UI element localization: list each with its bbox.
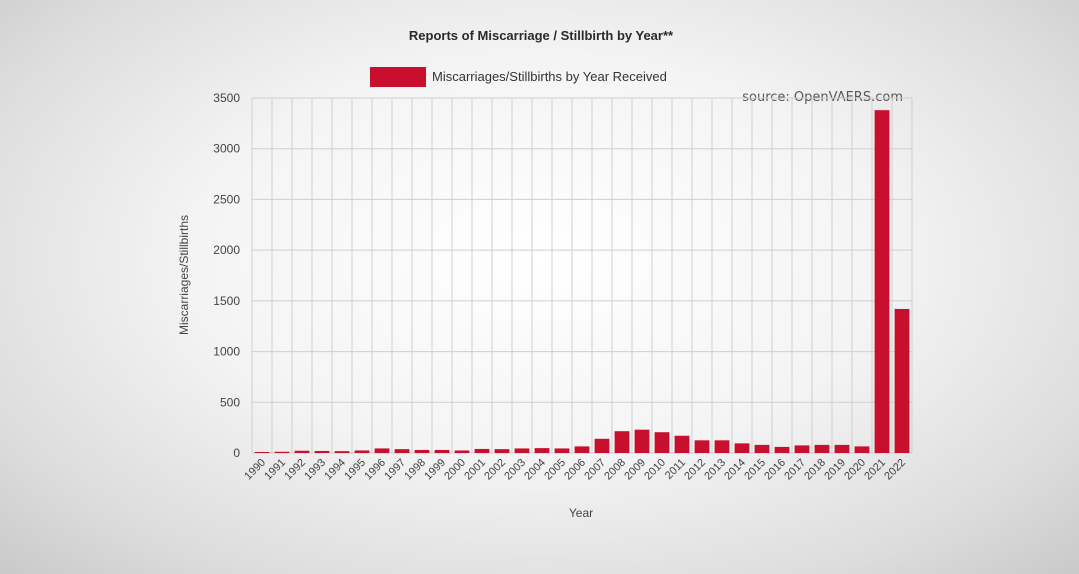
- bar-2022: [894, 308, 910, 453]
- x-tick-label: 1999: [422, 457, 448, 483]
- bar-2016: [774, 446, 790, 453]
- bar-2008: [614, 431, 630, 453]
- y-tick-label: 2000: [213, 243, 240, 257]
- bar-2007: [594, 438, 610, 453]
- x-tick-label: 1993: [302, 457, 328, 483]
- x-tick-label: 1991: [262, 457, 288, 483]
- bar-2010: [654, 432, 670, 453]
- x-tick-label: 1992: [282, 457, 308, 483]
- grid: [251, 97, 913, 454]
- y-tick-label: 1500: [213, 294, 240, 308]
- bars: [254, 110, 910, 454]
- x-tick-label: 2006: [562, 457, 588, 483]
- bar-1998: [414, 449, 430, 453]
- x-tick-label: 2012: [682, 457, 708, 483]
- x-tick-label: 2013: [702, 457, 728, 483]
- chart-title: Reports of Miscarriage / Stillbirth by Y…: [409, 28, 674, 43]
- bar-2004: [534, 448, 550, 453]
- x-axis-ticks: 1990199119921993199419951996199719981999…: [242, 457, 908, 483]
- bar-1999: [434, 449, 450, 453]
- x-tick-label: 2003: [502, 457, 528, 483]
- bar-1993: [314, 450, 330, 453]
- y-tick-label: 3000: [213, 142, 240, 156]
- bar-1991: [274, 451, 290, 453]
- bar-1996: [374, 448, 390, 453]
- y-tick-label: 500: [220, 395, 240, 409]
- x-tick-label: 2018: [802, 457, 828, 483]
- bar-2015: [754, 444, 770, 453]
- x-tick-label: 2016: [762, 457, 788, 483]
- bar-2000: [454, 450, 470, 453]
- bar-2021: [874, 110, 890, 454]
- bar-2017: [794, 445, 810, 453]
- bar-2011: [674, 435, 690, 453]
- x-tick-label: 2011: [663, 457, 688, 482]
- x-tick-label: 1996: [362, 457, 388, 483]
- legend: Miscarriages/Stillbirths by Year Receive…: [370, 67, 667, 87]
- bar-1997: [394, 449, 410, 453]
- y-tick-label: 1000: [213, 345, 240, 359]
- bar-2013: [714, 440, 730, 453]
- bar-2002: [494, 449, 510, 453]
- x-axis-title: Year: [569, 506, 593, 520]
- x-tick-label: 2014: [722, 457, 748, 483]
- bar-2012: [694, 440, 710, 453]
- x-tick-label: 1994: [322, 457, 348, 483]
- x-tick-label: 2002: [482, 457, 508, 483]
- x-tick-label: 2009: [622, 457, 648, 483]
- x-tick-label: 2000: [442, 457, 468, 483]
- y-tick-label: 2500: [213, 192, 240, 206]
- x-tick-label: 1998: [402, 457, 428, 483]
- bar-2018: [814, 444, 830, 453]
- legend-label: Miscarriages/Stillbirths by Year Receive…: [432, 69, 667, 84]
- x-tick-label: 1990: [242, 457, 268, 483]
- bar-1995: [354, 450, 370, 453]
- bar-2006: [574, 446, 590, 453]
- x-tick-label: 2004: [522, 457, 548, 483]
- bar-2005: [554, 448, 570, 453]
- bar-1994: [334, 451, 350, 453]
- legend-swatch: [370, 67, 426, 87]
- x-tick-label: 2015: [742, 457, 768, 483]
- x-tick-label: 2010: [642, 457, 668, 483]
- x-tick-label: 2020: [842, 457, 868, 483]
- x-tick-label: 2008: [602, 457, 628, 483]
- x-tick-label: 2007: [582, 457, 608, 483]
- bar-1992: [294, 450, 310, 453]
- x-tick-label: 2021: [862, 457, 888, 483]
- x-tick-label: 2017: [782, 457, 808, 483]
- x-tick-label: 1995: [342, 457, 368, 483]
- bar-2009: [634, 429, 650, 453]
- x-tick-label: 2005: [542, 457, 568, 483]
- bar-2014: [734, 443, 750, 453]
- y-axis-ticks: 0 500 1000 1500 2000 2500 3000 3500: [213, 91, 240, 460]
- y-tick-label: 3500: [213, 91, 240, 105]
- x-tick-label: 2022: [882, 457, 908, 483]
- x-tick-label: 1997: [382, 457, 408, 483]
- x-tick-label: 2019: [822, 457, 848, 483]
- bar-2019: [834, 444, 850, 453]
- y-axis-title: Miscarriages/Stillbirths: [177, 215, 191, 335]
- bar-1990: [254, 451, 270, 453]
- bar-2003: [514, 448, 530, 453]
- bar-2020: [854, 446, 870, 453]
- bar-2001: [474, 448, 490, 453]
- y-tick-label: 0: [233, 446, 240, 460]
- x-tick-label: 2001: [462, 457, 488, 483]
